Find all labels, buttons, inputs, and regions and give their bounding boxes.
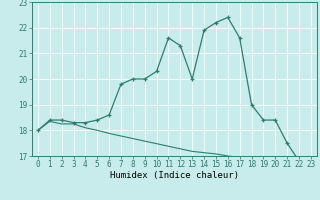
X-axis label: Humidex (Indice chaleur): Humidex (Indice chaleur) [110,171,239,180]
